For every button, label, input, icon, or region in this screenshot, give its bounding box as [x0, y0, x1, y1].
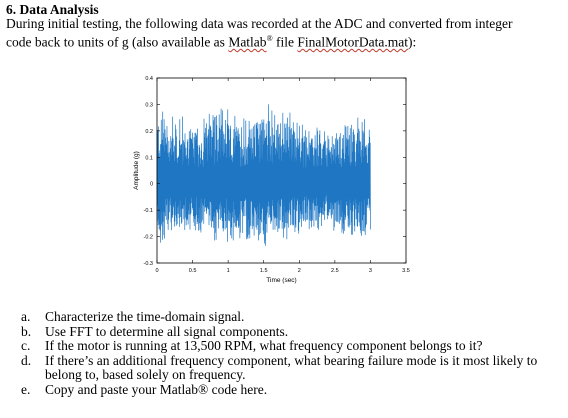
x-tick-label: 0.5: [189, 268, 197, 274]
y-tick-label: -0.1: [144, 208, 153, 214]
section-heading: 6. Data Analysis: [6, 2, 99, 17]
question-d: d. If there’s an additional frequency com…: [21, 352, 565, 383]
y-tick-label: 0: [150, 182, 153, 188]
axis-ticks: 0 0.5 1 1.5 2 2.5 3 3.5 -0.3 -0.2 -0.1 0 0.1 0.2 0.3 0.…: [144, 76, 410, 274]
y-tick-label: -0.3: [144, 261, 153, 267]
question-text: If there’s an additional frequency compo…: [45, 352, 538, 383]
x-tick-label: 1.5: [260, 268, 268, 274]
data-file-name: FinalMotorData.mat: [297, 34, 408, 49]
question-text: Characterize the time-domain signal.: [45, 309, 245, 324]
question-text: If the motor is running at 13,500 RPM, w…: [45, 338, 483, 354]
question-text: Use FFT to determine all signal componen…: [45, 323, 289, 339]
y-tick-label: 0.1: [145, 155, 153, 161]
x-tick-label: 3: [369, 268, 372, 274]
matlab-word: Matlab: [228, 34, 267, 49]
question-letter: c.: [21, 338, 31, 354]
y-tick-label: 0.4: [145, 76, 153, 82]
y-axis-label: Amplitude (g): [133, 151, 140, 190]
registered-mark: ®: [266, 33, 273, 43]
intro-line-2-start: code back to units of g (also available …: [6, 34, 229, 49]
x-axis-label: Time (sec): [266, 277, 296, 284]
question-c: c. If the motor is running at 13,500 RPM,…: [21, 338, 565, 354]
x-tick-label: 2.5: [331, 268, 339, 274]
file-word: file: [272, 34, 298, 49]
question-list: a. Characterize the time-domain signal. b…: [21, 309, 565, 398]
y-tick-label: 0.3: [145, 102, 153, 108]
x-tick-label: 0: [155, 268, 158, 274]
intro-paragraph: During initial testing, the following da…: [6, 16, 513, 50]
x-tick-label: 3.5: [402, 268, 410, 274]
x-tick-label: 2: [298, 268, 301, 274]
signal-series-line: [156, 104, 371, 246]
question-e: e. Copy and paste your Matlab® code here.: [21, 381, 565, 398]
intro-line-1: During initial testing, the following da…: [6, 16, 513, 31]
y-tick-label: -0.2: [144, 235, 153, 241]
plot-area: [156, 104, 371, 246]
question-letter: a.: [21, 309, 31, 324]
question-letter: b.: [21, 323, 32, 339]
amplitude-time-chart: 0 0.5 1 1.5 2 2.5 3 3.5 -0.3 -0.2 -0.1 0 0.1 0.2 0.3 0.…: [133, 76, 410, 284]
x-tick-label: 1: [227, 268, 230, 274]
question-letter: e.: [21, 381, 31, 397]
intro-line-2: code back to units of g (also available …: [6, 32, 512, 50]
plot-frame: [156, 77, 407, 264]
question-a: a. Characterize the time-domain signal.: [21, 309, 565, 325]
question-text: Copy and paste your Matlab® code here.: [45, 381, 268, 397]
y-tick-label: 0.2: [145, 129, 153, 135]
question-b: b. Use FFT to determine all signal compon…: [21, 323, 565, 340]
intro-line-2-end: ):: [408, 34, 417, 49]
question-letter: d.: [21, 352, 32, 368]
